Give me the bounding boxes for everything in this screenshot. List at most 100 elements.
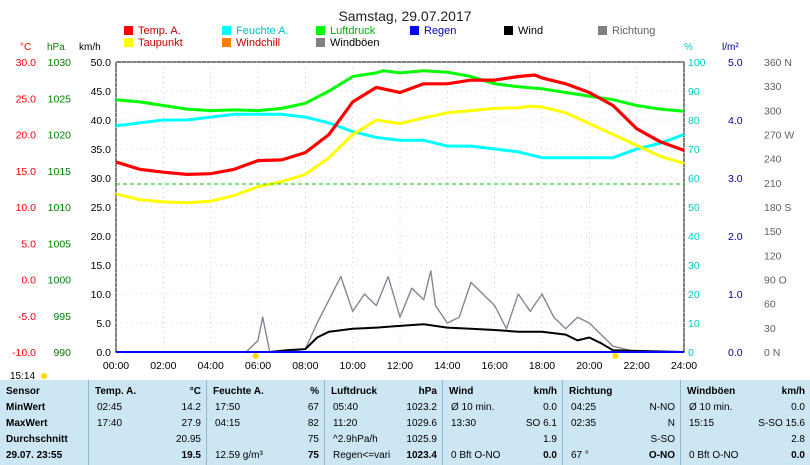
table-unit: % [310, 386, 319, 397]
tick-label-x: 00:00 [103, 360, 129, 372]
tick-label-wind_kmh: 35.0 [91, 144, 112, 156]
legend-label: Temp. A. [138, 25, 181, 37]
table-header: Feuchte A. [213, 386, 264, 397]
table-cell-value: 1.9 [543, 434, 557, 445]
tick-label-x: 10:00 [340, 360, 366, 372]
tick-label-x: 06:00 [245, 360, 271, 372]
table-cell-time: 0 Bft O-NO [689, 450, 739, 461]
unit-wind: km/h [79, 42, 101, 53]
table-cell-time: 67 ° [571, 450, 589, 461]
tick-label-rain_lm2: 5.0 [728, 57, 743, 69]
tick-label-temp_c: 0.0 [21, 275, 36, 287]
tick-label-pressure_hpa: 1015 [48, 166, 72, 178]
table-header: Richtung [569, 386, 613, 397]
tick-label-x: 22:00 [624, 360, 650, 372]
sunset-marker [612, 353, 619, 359]
tick-label-rain_lm2: 3.0 [728, 173, 743, 185]
sun-markers [41, 353, 619, 379]
table-cell-value: 0.0 [543, 450, 557, 461]
tick-label-humidity_pct: 60 [688, 173, 700, 185]
table-cell-time: 12.59 g/m³ [215, 450, 263, 461]
tick-label-direction_deg: 300 [764, 105, 782, 117]
table-cell-time: 17:40 [97, 418, 123, 429]
table-cell-time: Regen<=vari [333, 450, 391, 461]
tick-label-x: 20:00 [576, 360, 602, 372]
tick-label-humidity_pct: 80 [688, 115, 700, 127]
table-header: Luftdruck [331, 386, 378, 397]
table-header: Windböen [687, 386, 736, 397]
table-cell-time: 0 Bft O-NO [451, 450, 501, 461]
weather-chart: Samstag, 29.07.2017 Temp. A. Feuchte A. Lu… [10, 8, 794, 380]
tick-label-humidity_pct: 40 [688, 231, 700, 243]
table-cell-time: 02:35 [571, 418, 597, 429]
tick-label-temp_c: -10.0 [12, 347, 36, 359]
tick-label-wind_kmh: 0.0 [96, 347, 111, 359]
legend-swatch [316, 38, 325, 47]
tick-label-temp_c: 20.0 [16, 130, 37, 142]
tick-label-wind_kmh: 20.0 [91, 231, 112, 243]
tick-labels: 30.025.020.015.010.05.00.0-5.0-10.010301… [12, 57, 794, 372]
tick-label-humidity_pct: 90 [688, 86, 700, 98]
tick-label-pressure_hpa: 1005 [48, 238, 72, 250]
legend-label: Taupunkt [138, 37, 183, 49]
statistics-table: Sensor MinWert MaxWert Durchschnitt 29.07. 2… [0, 380, 810, 465]
table-cell-value: 1023.2 [406, 402, 437, 413]
table-cell-value: 27.9 [181, 418, 201, 429]
tick-label-humidity_pct: 0 [688, 347, 694, 359]
tick-label-pressure_hpa: 1020 [48, 130, 72, 142]
tick-label-wind_kmh: 5.0 [96, 318, 111, 330]
tick-label-rain_lm2: 2.0 [728, 231, 743, 243]
table-unit: km/h [781, 386, 805, 397]
tick-label-wind_kmh: 15.0 [91, 260, 112, 272]
table-cell-value: 0.0 [791, 402, 805, 413]
legend-swatch [316, 26, 325, 35]
table-cell-value: 20.95 [175, 434, 201, 445]
sun-indicator [41, 373, 47, 379]
table-cell-value: 82 [307, 418, 319, 429]
legend-label: Windchill [236, 37, 280, 49]
tick-label-humidity_pct: 20 [688, 289, 700, 301]
table-cell-time: 13:30 [451, 418, 477, 429]
table-cell-value: 1023.4 [406, 450, 437, 461]
tick-label-x: 24:00 [671, 360, 697, 372]
legend-label: Richtung [612, 25, 655, 37]
legend-label: Wind [518, 25, 543, 37]
tick-label-direction_deg: 30 [764, 323, 776, 335]
tick-label-temp_c: 5.0 [21, 238, 36, 250]
table-cell-time: 11:20 [333, 418, 358, 429]
tick-label-x: 14:00 [434, 360, 460, 372]
table-cell-time: 05:40 [333, 402, 359, 413]
tick-label-direction_deg: 90 O [764, 275, 787, 287]
table-cell-value: 75 [307, 450, 319, 461]
table-cell-value: SO 6.1 [525, 418, 557, 429]
axis-units: °C hPa km/h % l/m² [20, 42, 739, 53]
table-cell-value: 2.8 [791, 434, 805, 445]
table-cell-time: 04:15 [215, 418, 241, 429]
tick-label-temp_c: 15.0 [16, 166, 37, 178]
table-cell-value: N [667, 418, 675, 429]
table-cell-time: Ø 10 min. [451, 402, 495, 413]
unit-rain: l/m² [722, 42, 739, 53]
tick-label-rain_lm2: 1.0 [728, 289, 743, 301]
table-cell-value: 1029.6 [406, 418, 437, 429]
tick-label-direction_deg: 120 [764, 250, 782, 262]
table-cell-value: O-NO [648, 450, 675, 461]
tick-label-pressure_hpa: 1000 [48, 275, 72, 287]
table-unit: hPa [418, 386, 437, 397]
table-row-label: 29.07. 23:55 [6, 450, 63, 461]
tick-label-direction_deg: 270 W [764, 130, 794, 142]
legend-swatch [598, 26, 607, 35]
tick-label-direction_deg: 150 [764, 226, 782, 238]
table-cell-value: 14.2 [181, 402, 201, 413]
tick-label-wind_kmh: 45.0 [91, 86, 112, 98]
tick-label-rain_lm2: 0.0 [728, 347, 743, 359]
table-column: Richtung 04:25 N-NO 02:35 N S-SO 67 ° O-NO [562, 380, 681, 465]
tick-label-temp_c: -5.0 [18, 311, 36, 323]
tick-label-wind_kmh: 10.0 [91, 289, 112, 301]
table-row-label: MaxWert [6, 418, 48, 429]
table-row-label: Durchschnitt [6, 434, 68, 445]
clock-label: 15:14 [10, 371, 35, 380]
legend-label: Luftdruck [330, 25, 376, 37]
legend: Temp. A. Feuchte A. Luftdruck Regen Wind Rich… [124, 25, 655, 49]
tick-label-temp_c: 10.0 [16, 202, 37, 214]
